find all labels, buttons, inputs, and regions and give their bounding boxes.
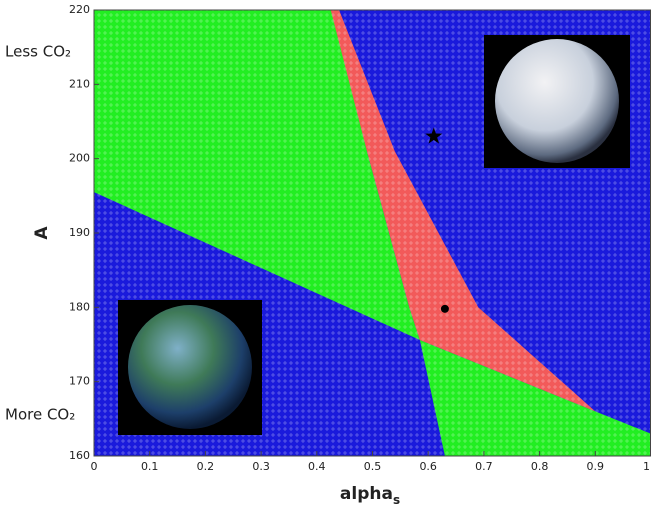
y-tick-label: 180 [69, 300, 90, 313]
x-tick-label: 0.7 [475, 460, 493, 473]
x-tick-label: 0.1 [141, 460, 159, 473]
dot-marker [440, 304, 449, 313]
x-tick-label: 0.5 [364, 460, 382, 473]
x-tick-label: 0.9 [587, 460, 605, 473]
illustrations [118, 35, 630, 435]
x-tick-label: 0.8 [531, 460, 549, 473]
y-axis-label: A [32, 226, 52, 240]
x-tick-label: 1 [643, 460, 650, 473]
x-tick-label: 0.2 [197, 460, 215, 473]
annotation: More CO₂ [5, 406, 75, 424]
x-tick-label: 0.3 [252, 460, 270, 473]
x-tick-label: 0.4 [308, 460, 326, 473]
earth-globe [128, 305, 252, 429]
x-tick-label: 0 [91, 460, 98, 473]
y-tick-label: 170 [69, 375, 90, 388]
star-marker [425, 127, 443, 144]
y-tick-label: 200 [69, 152, 90, 165]
y-tick-label: 190 [69, 226, 90, 239]
y-tick-label: 160 [69, 449, 90, 462]
snowball-globe [495, 39, 619, 163]
x-label-text: alpha [340, 484, 393, 504]
x-tick-label: 0.6 [419, 460, 437, 473]
y-tick-label: 210 [69, 77, 90, 90]
y-tick-label: 220 [69, 3, 90, 16]
x-label-subscript: s [393, 493, 400, 507]
annotation: Less CO₂ [5, 43, 71, 61]
x-axis-label: alphas [340, 484, 400, 507]
